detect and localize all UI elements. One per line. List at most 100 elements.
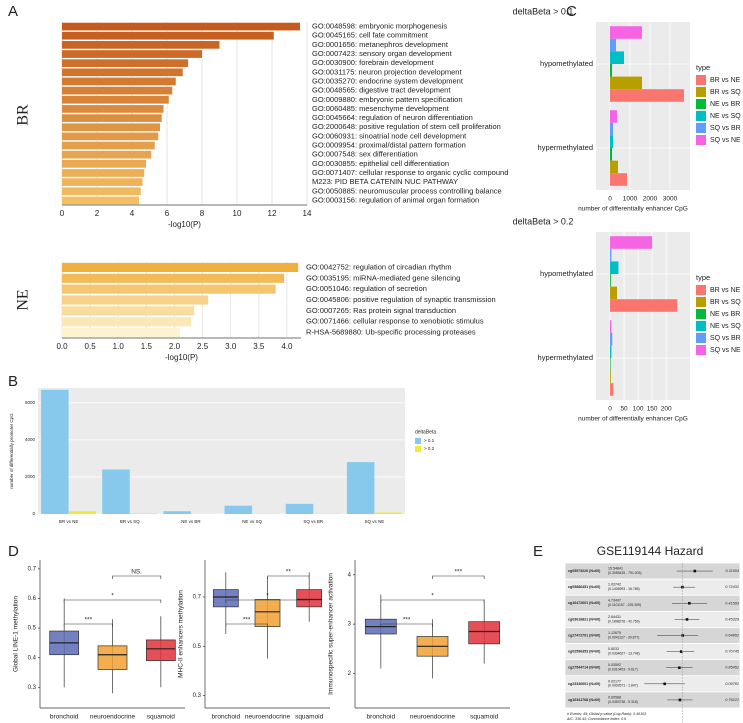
- category-label: hypermethylated: [538, 353, 593, 362]
- bar: [610, 332, 613, 346]
- bar: [62, 317, 192, 327]
- x-tick-label: 2.5: [197, 342, 209, 351]
- bar: [62, 22, 300, 31]
- ci-label: (0.1898276 - 42.759): [608, 619, 640, 623]
- bar: [62, 328, 181, 338]
- legend-swatch: [696, 333, 706, 343]
- category-label: GO:0048565: digestive tract development: [312, 86, 451, 95]
- x-tick-label: neuroendocrine: [410, 714, 456, 721]
- y-tick-label: 6000: [25, 400, 36, 405]
- bar: [62, 306, 195, 316]
- legend-label: BR vs SQ: [710, 299, 741, 306]
- box: [97, 645, 128, 670]
- category-label: GO:0050885: neuromuscular process contro…: [312, 186, 502, 195]
- x-tick-label: 1000: [623, 196, 638, 203]
- ci-label: (0.0002571 - 1.847): [608, 684, 638, 688]
- bar: [62, 105, 164, 113]
- x-tick-label: 3.0: [225, 342, 237, 351]
- bar: [62, 132, 159, 141]
- bar: [610, 248, 612, 262]
- bar: [610, 236, 653, 249]
- legend-title: type: [696, 273, 710, 282]
- legend-label: SQ vs BR: [710, 125, 741, 132]
- box: [254, 599, 281, 627]
- bar: [285, 503, 314, 514]
- bar: [610, 76, 642, 90]
- bar: [62, 169, 145, 177]
- x-tick-label: 3.5: [253, 342, 265, 351]
- bar: [62, 284, 276, 294]
- x-tick-label: 14: [303, 209, 312, 218]
- x-tick-label: BR vs NE: [59, 519, 79, 524]
- bar: [610, 345, 612, 358]
- p-value: 0.85451: [725, 666, 739, 670]
- x-tick-label: BR vs SQ: [120, 519, 140, 524]
- chart-title: deltaBeta > 0.1: [513, 6, 574, 16]
- category-label: GO:0071466: cellular response to xenobio…: [306, 317, 484, 326]
- hazard-point: [663, 682, 666, 686]
- legend-swatch: [696, 123, 706, 133]
- footnote: # Events: 49; Global p-value (Log-Rank):…: [567, 712, 646, 716]
- x-tick-label: NE vs BR: [181, 519, 201, 524]
- significance-bracket: [380, 599, 485, 603]
- x-tick-label: squamoid: [147, 714, 176, 721]
- significance-bracket: [380, 623, 433, 627]
- y-tick-label: 3: [348, 622, 352, 628]
- y-axis-label: Immunospecific super-enhancer activation: [328, 573, 335, 695]
- legend-swatch: [696, 345, 706, 355]
- row-name: cg27544714 (N=60): [568, 666, 601, 670]
- hazard-point: [688, 601, 691, 605]
- bar: [62, 31, 274, 40]
- legend-label: BR vs SQ: [710, 89, 741, 96]
- x-axis-label: -log10(P): [168, 220, 201, 229]
- x-tick-label: bronchoid: [367, 714, 396, 721]
- x-tick-label: 0.0: [56, 342, 68, 351]
- legend-label: SQ vs NE: [710, 137, 741, 144]
- x-tick-label: SQ vs NE: [365, 519, 385, 524]
- ci-label: (0.0310453 - 9.617): [608, 668, 638, 672]
- category-label: GO:0031175: neuron projection developmen…: [312, 67, 462, 76]
- category-label: R-HSA-5689880: Ub-specific processing pr…: [306, 328, 476, 337]
- category-label: GO:0030855: epithelial cell differentiat…: [312, 159, 449, 168]
- significance-bracket: [63, 623, 113, 627]
- bar: [346, 462, 375, 514]
- legend-label: BR vs NE: [710, 77, 741, 84]
- box: [212, 589, 239, 608]
- category-label: GO:0051046: regulation of secretion: [306, 284, 427, 293]
- bar: [41, 389, 69, 514]
- box: [468, 621, 501, 645]
- category-label: GO:0030900: forebrain development: [312, 58, 435, 67]
- x-tick-label: 4: [130, 209, 135, 218]
- bar: [610, 261, 619, 274]
- category-label: GO:0035195: miRNA-mediated gene silencin…: [306, 273, 460, 282]
- bar: [610, 160, 618, 174]
- panel-label: D: [8, 543, 19, 560]
- x-axis-label: number of differentially enhancer CpG: [578, 416, 688, 423]
- significance-label: NS.: [131, 569, 142, 576]
- bar: [610, 26, 642, 39]
- bar: [610, 383, 614, 396]
- row-name: cg27472701 (N=60): [568, 633, 601, 637]
- significance-bracket: [267, 575, 310, 579]
- x-axis-label: -log10(P): [165, 353, 198, 362]
- panel-label: E: [533, 543, 543, 560]
- p-value: 0.45329: [725, 617, 740, 621]
- category-label: GO:0045664: regulation of neuron differe…: [312, 113, 473, 122]
- row-name: cg02596353 (N=60): [568, 650, 601, 654]
- x-tick-label: 0: [60, 209, 65, 218]
- x-tick-label: neuroendocrine: [245, 714, 291, 721]
- bar: [62, 59, 188, 68]
- side-label: NE: [15, 289, 32, 310]
- p-value: 0.11504: [726, 569, 739, 573]
- x-tick-label: 2.0: [169, 342, 181, 351]
- legend-label: NE vs SQ: [710, 113, 741, 120]
- category-label: GO:0007423: sensory organ development: [312, 49, 453, 58]
- bar: [62, 159, 146, 168]
- x-axis-label: number of differentially enhancer CpG: [578, 206, 688, 213]
- significance-label: **: [286, 569, 292, 576]
- bar: [62, 50, 202, 58]
- x-tick-label: 8: [200, 209, 205, 218]
- bar: [163, 511, 191, 514]
- legend-swatch: [696, 111, 706, 121]
